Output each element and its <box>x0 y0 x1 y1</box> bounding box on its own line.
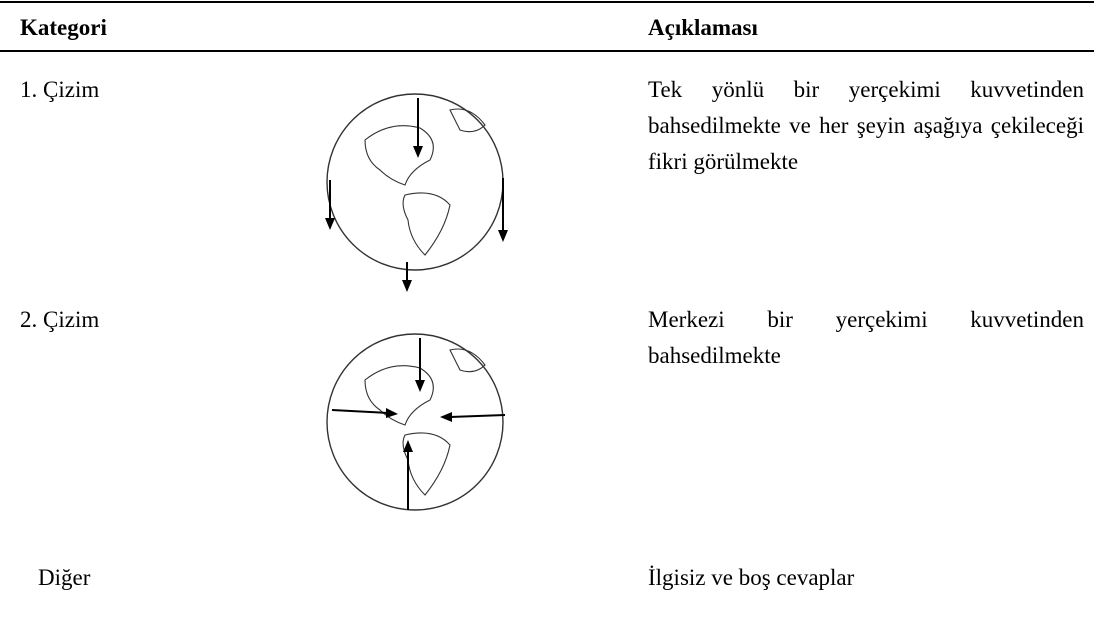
row-category: 1. Çizim <box>20 77 100 102</box>
earth-drawing-2 <box>326 333 506 511</box>
header-category: Kategori <box>20 15 107 40</box>
row-category: 2. Çizim <box>20 307 100 332</box>
row-description: Merkezi bir yerçekimi kuvvetinden bahsed… <box>648 307 1084 368</box>
header-rule <box>0 50 1094 52</box>
row-category: Diğer <box>38 565 91 590</box>
top-rule <box>0 1 1094 3</box>
earth-drawing-1 <box>325 93 508 292</box>
header-description: Açıklaması <box>648 15 758 40</box>
row-description: İlgisiz ve boş cevaplar <box>648 565 855 590</box>
row-description: Tek yönlü bir yerçekimi kuvvetinden bahs… <box>648 77 1084 174</box>
